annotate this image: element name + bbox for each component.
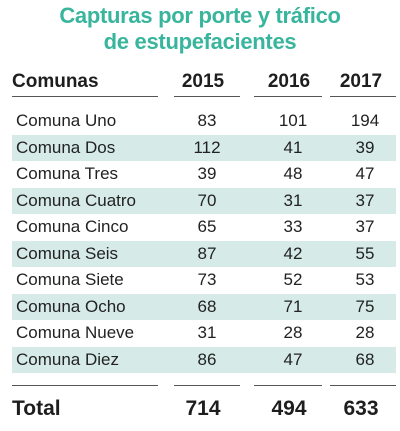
total-row: Total 714 494 633 <box>0 395 400 423</box>
total-2017: 633 <box>343 397 379 420</box>
row-value-2016: 31 <box>283 190 303 210</box>
bottom-rule-label <box>12 385 158 386</box>
row-value-2017: 37 <box>355 217 375 236</box>
row-value-2015: 65 <box>197 217 217 236</box>
header-rule-2015 <box>174 96 240 97</box>
header-2017: 2017 <box>339 71 383 92</box>
row-value-2015: 68 <box>197 296 217 316</box>
table-row: Comuna Cinco 65 33 37 <box>12 214 396 241</box>
row-value-2016: 47 <box>283 349 303 369</box>
title-line-2: de estupefacientes <box>103 29 297 54</box>
row-comuna-name: Comuna Dos <box>16 137 116 157</box>
row-value-2016: 101 <box>278 111 308 130</box>
table-title: Capturas por porte y tráfico de estupefa… <box>0 3 400 55</box>
row-value-2016: 33 <box>283 217 303 236</box>
row-comuna-name: Comuna Seis <box>16 243 119 263</box>
row-value-2015: 83 <box>197 111 217 130</box>
table-row: Comuna Siete 73 52 53 <box>12 267 396 294</box>
row-value-2017: 55 <box>355 243 375 263</box>
row-comuna-name: Comuna Diez <box>16 349 119 369</box>
row-value-2017: 75 <box>355 296 375 316</box>
row-value-2017: 68 <box>355 349 375 369</box>
row-value-2015: 73 <box>197 270 217 289</box>
header-2016: 2016 <box>267 71 311 92</box>
header-2015: 2015 <box>181 71 225 92</box>
title-line-1: Capturas por porte y tráfico <box>59 3 341 28</box>
table-row: Comuna Tres 39 48 47 <box>12 161 396 188</box>
row-comuna-name: Comuna Cuatro <box>16 190 137 210</box>
row-value-2016: 28 <box>283 323 303 342</box>
row-value-2015: 86 <box>197 349 217 369</box>
row-comuna-name: Comuna Ocho <box>16 296 126 316</box>
row-value-2015: 39 <box>197 164 217 183</box>
row-value-2017: 37 <box>355 190 375 210</box>
row-comuna-name: Comuna Tres <box>16 164 119 183</box>
row-value-2016: 42 <box>283 243 303 263</box>
row-value-2016: 41 <box>283 137 303 157</box>
bottom-rule-2016 <box>254 385 322 386</box>
row-comuna-name: Comuna Cinco <box>16 217 129 236</box>
row-comuna-name: Comuna Nueve <box>16 323 135 342</box>
total-2015: 714 <box>185 397 221 420</box>
row-value-2015: 112 <box>193 137 221 157</box>
header-rule-label <box>12 96 158 97</box>
table-row: Comuna Nueve 31 28 28 <box>12 320 396 347</box>
total-label: Total <box>12 397 61 420</box>
row-value-2017: 194 <box>350 111 380 130</box>
row-value-2016: 71 <box>283 296 303 316</box>
row-value-2015: 31 <box>197 323 217 342</box>
header-comunas: Comunas <box>12 71 99 92</box>
header-rule-2016 <box>254 96 322 97</box>
row-comuna-name: Comuna Siete <box>16 270 124 289</box>
row-value-2015: 87 <box>197 243 217 263</box>
table-row: Comuna Dos 112 41 39 <box>12 134 396 161</box>
table-body: Comuna Uno 83 101 194 Comuna Dos 112 41 39 Comun… <box>12 108 396 373</box>
table-header: Comunas 2015 2016 2017 <box>0 70 400 94</box>
row-value-2015: 70 <box>197 190 217 210</box>
row-value-2017: 39 <box>355 137 375 157</box>
bottom-rule-2017 <box>330 385 396 386</box>
row-value-2017: 28 <box>355 323 375 342</box>
table-row: Comuna Cuatro 70 31 37 <box>12 187 396 214</box>
table-row: Comuna Uno 83 101 194 <box>12 108 396 135</box>
row-comuna-name: Comuna Uno <box>16 111 117 130</box>
table-row: Comuna Diez 86 47 68 <box>12 346 396 373</box>
row-value-2017: 47 <box>355 164 375 183</box>
total-2016: 494 <box>271 397 307 420</box>
header-rule-2017 <box>330 96 396 97</box>
table-row: Comuna Ocho 68 71 75 <box>12 293 396 320</box>
row-value-2016: 48 <box>283 164 303 183</box>
row-value-2016: 52 <box>283 270 303 289</box>
table-row: Comuna Seis 87 42 55 <box>12 240 396 267</box>
row-value-2017: 53 <box>355 270 375 289</box>
bottom-rule-2015 <box>174 385 240 386</box>
